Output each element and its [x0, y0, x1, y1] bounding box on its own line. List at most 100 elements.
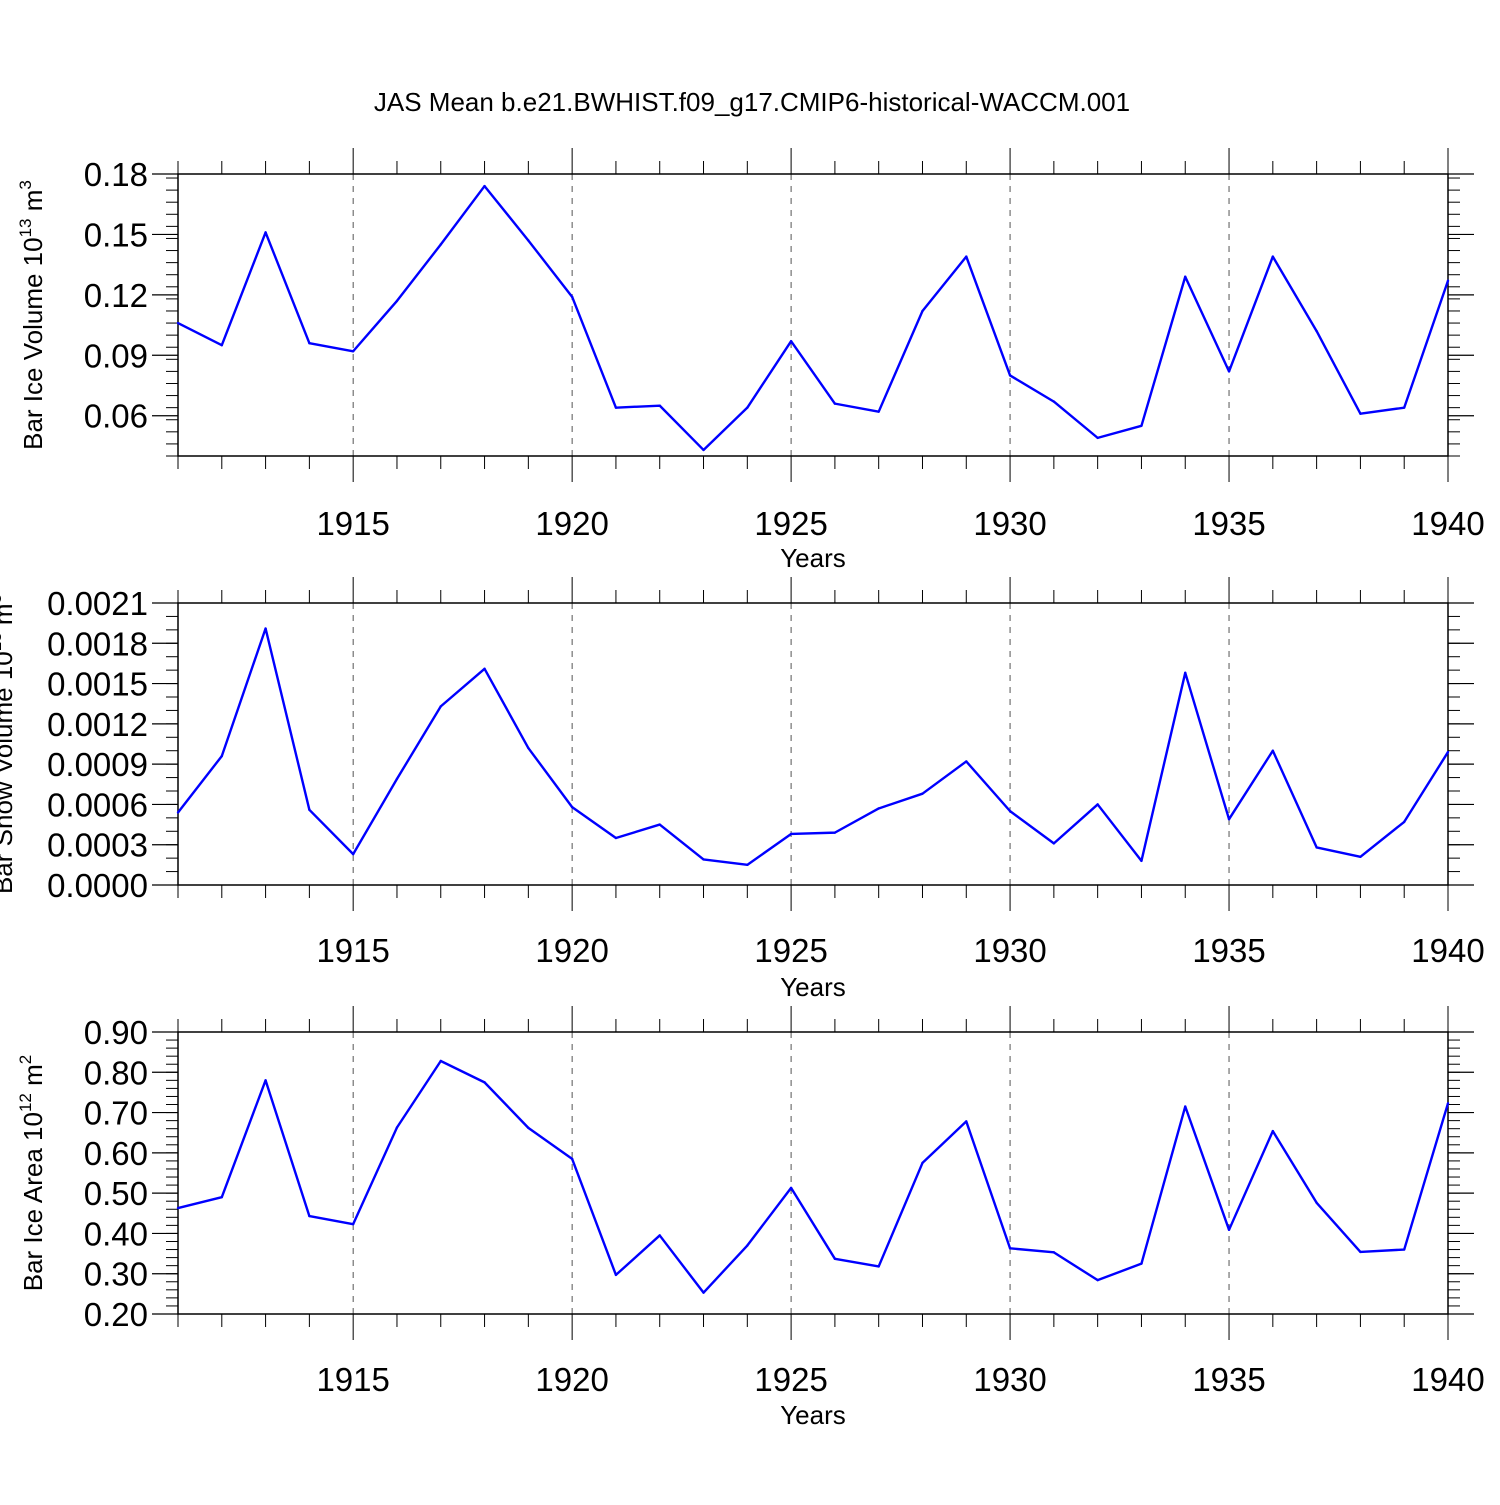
- y-axis-title-exponent: 13: [0, 632, 5, 651]
- x-tick-label: 1915: [316, 505, 389, 542]
- y-tick-label: 0.30: [84, 1256, 148, 1293]
- data-point: [789, 339, 793, 343]
- y-axis-title-unit-exponent: 2: [16, 1055, 35, 1064]
- data-point: [702, 1291, 705, 1294]
- data-point: [308, 342, 311, 345]
- data-point: [1359, 1250, 1362, 1254]
- y-tick-label: 0.70: [84, 1095, 148, 1132]
- data-point: [395, 777, 399, 781]
- data-point: [220, 344, 223, 347]
- data-point: [965, 760, 968, 763]
- data-point: [658, 404, 661, 407]
- data-point: [351, 1222, 355, 1226]
- data-point: [921, 1161, 924, 1165]
- y-tick-label: 0.12: [84, 277, 148, 314]
- y-axis-title-unit: m: [18, 1064, 48, 1093]
- data-point: [1184, 275, 1187, 278]
- x-tick-label: 1915: [316, 1361, 389, 1398]
- data-point: [395, 299, 399, 303]
- data-point: [877, 1265, 880, 1268]
- y-axis-title-unit-exponent: 3: [16, 180, 35, 189]
- data-point: [176, 1206, 180, 1210]
- data-point: [1140, 1262, 1143, 1265]
- data-point: [1052, 400, 1056, 403]
- x-tick-label: 1925: [754, 505, 827, 542]
- y-axis-title: Bar Ice Volume 1013 m3: [16, 180, 48, 450]
- data-point: [746, 406, 749, 409]
- y-tick-label: 0.09: [84, 337, 148, 374]
- data-point: [439, 243, 442, 246]
- x-tick-label: 1935: [1192, 932, 1265, 969]
- y-axis-title-text: Bar Snow Volume 10: [0, 651, 18, 894]
- plot-frame: [177, 602, 1449, 886]
- y-axis-title-text: Bar Ice Volume 10: [18, 237, 48, 449]
- data-point: [439, 705, 442, 708]
- data-point: [1140, 424, 1143, 427]
- data-point: [1140, 859, 1143, 863]
- y-tick-label: 0.60: [84, 1135, 148, 1172]
- data-point: [351, 852, 355, 856]
- data-point: [1052, 842, 1056, 845]
- data-point: [833, 402, 837, 405]
- series-line: [177, 1059, 1450, 1294]
- y-axis-title-text: Bar Ice Area 10: [18, 1112, 48, 1291]
- chart-title: JAS Mean b.e21.BWHIST.f09_g17.CMIP6-hist…: [374, 87, 1130, 117]
- data-point: [614, 836, 618, 840]
- data-point: [483, 1081, 486, 1084]
- y-tick-label: 0.15: [84, 216, 148, 253]
- series-line: [177, 184, 1450, 452]
- data-point: [746, 1244, 749, 1247]
- y-tick-label: 0.0021: [47, 585, 148, 622]
- x-tick-label: 1920: [535, 505, 608, 542]
- y-tick-label: 0.06: [84, 398, 148, 435]
- x-tick-label: 1935: [1192, 1361, 1265, 1398]
- data-point: [833, 831, 837, 834]
- data-point: [702, 448, 705, 452]
- data-point: [1184, 671, 1187, 675]
- data-point: [1359, 412, 1362, 415]
- x-tick-label: 1920: [535, 1361, 608, 1398]
- data-point: [789, 1186, 793, 1190]
- y-axis-title-unit-exponent: 3: [0, 594, 5, 603]
- data-point: [483, 184, 486, 188]
- data-point: [570, 1157, 574, 1161]
- y-axis-title-exponent: 12: [16, 1093, 35, 1112]
- y-tick-label: 0.0003: [47, 827, 148, 864]
- panel-1: 0.06 0.09 0.12 0.15 0.18 1915 1920 1925 1930 1935…: [16, 148, 1485, 573]
- data-point: [264, 1079, 267, 1082]
- data-point: [1227, 370, 1231, 373]
- y-axis-title-unit: m: [18, 190, 48, 219]
- x-tick-label: 1935: [1192, 505, 1265, 542]
- x-tick-label: 1930: [973, 932, 1046, 969]
- y-axis-title: Bar Snow Volume 1013 m3: [0, 594, 18, 894]
- plot-frame: [177, 173, 1449, 457]
- y-tick-label: 0.0012: [47, 706, 148, 743]
- y-tick-label: 0.50: [84, 1175, 148, 1212]
- y-tick-label: 0.80: [84, 1054, 148, 1091]
- data-point: [308, 808, 311, 811]
- data-point: [1315, 846, 1318, 849]
- data-point: [877, 807, 880, 810]
- y-tick-label: 0.0018: [47, 625, 148, 662]
- series-line: [177, 627, 1450, 867]
- data-point: [1227, 1228, 1231, 1232]
- data-point: [921, 792, 924, 795]
- data-point: [570, 295, 574, 299]
- x-tick-label: 1930: [973, 505, 1046, 542]
- data-point: [308, 1214, 311, 1218]
- data-point: [1052, 1251, 1056, 1254]
- data-point: [570, 805, 574, 809]
- data-point: [483, 667, 486, 670]
- data-point: [1008, 809, 1012, 813]
- data-point: [965, 255, 968, 258]
- y-tick-label: 0.20: [84, 1296, 148, 1333]
- data-point: [1271, 749, 1275, 752]
- data-point: [439, 1059, 442, 1063]
- y-tick-label: 0.0009: [47, 746, 148, 783]
- data-point: [833, 1257, 837, 1261]
- y-tick-label: 0.0015: [47, 666, 148, 703]
- data-point: [220, 1195, 223, 1199]
- x-axis-title: Years: [780, 543, 846, 573]
